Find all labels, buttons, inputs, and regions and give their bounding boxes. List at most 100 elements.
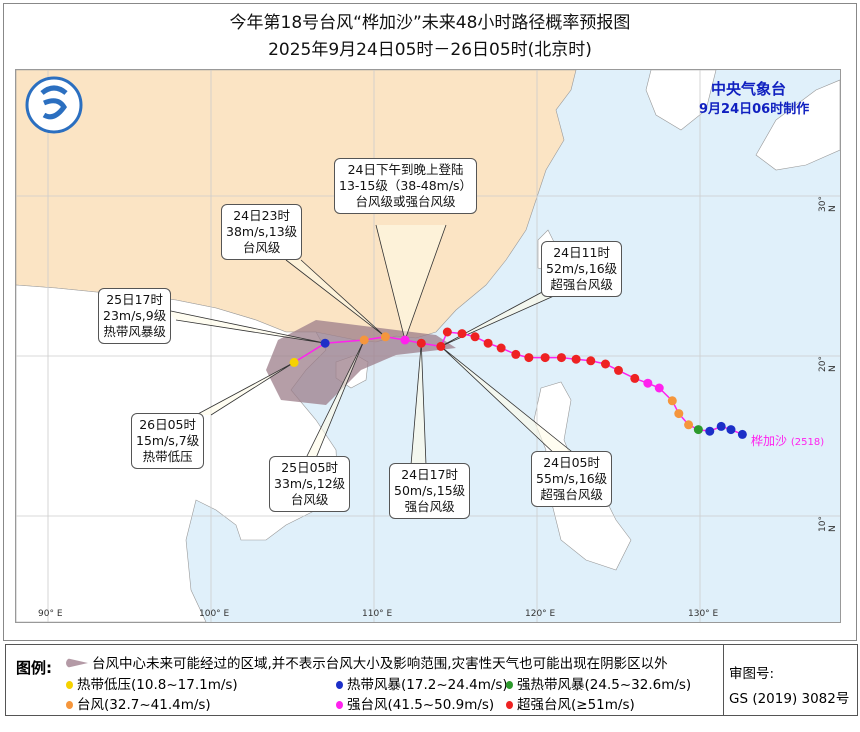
cma-logo-icon — [25, 76, 83, 134]
track-point-sty — [400, 335, 410, 345]
sty-marker-icon — [336, 701, 343, 709]
annotation-wind: 52m/s,16级 — [546, 261, 618, 276]
legend: 图例: 台风中心未来可能经过的区域,并不表示台风大小及影响范围,灾害性天气也可能… — [5, 644, 858, 716]
legend-cone: 台风中心未来可能经过的区域,并不表示台风大小及影响范围,灾害性天气也可能出现在阴… — [66, 652, 668, 672]
legend-item-sty: 强台风(41.5~50.9m/s) — [336, 693, 494, 713]
annotation-time: 24日05时 — [543, 455, 600, 470]
track-point-ts — [320, 338, 330, 348]
legend-item-label: 台风(32.7~41.4m/s) — [77, 697, 211, 713]
lat-tick: 10° N — [818, 516, 838, 532]
track-point-super — [556, 353, 566, 363]
sts-marker-icon — [506, 681, 513, 689]
track-point-super — [470, 332, 480, 342]
track-point-super — [630, 373, 640, 383]
annotation-time: 24日17时 — [401, 467, 458, 482]
annotation-grade: 超强台风级 — [550, 277, 613, 292]
annotation-wind: 50m/s,15级 — [394, 483, 466, 498]
track-point-ts — [726, 425, 736, 435]
annotation-time: 25日17时 — [106, 292, 164, 307]
annotation-landfall: 24日下午到晚上登陆 13-15级（38-48m/s） 台风级或强台风级 — [334, 158, 478, 214]
typhoon-name: 桦加沙 — [751, 434, 788, 448]
review-number: GS (2019) 3082号 — [729, 691, 850, 707]
annotation-24-23: 24日23时 38m/s,13级 台风级 — [221, 204, 303, 260]
annotation-wind: 15m/s,7级 — [136, 433, 200, 448]
legend-item-td: 热带低压(10.8~17.1m/s) — [66, 673, 238, 693]
track-point-ty — [359, 335, 369, 345]
typhoon-name-label: 桦加沙 (2518) — [751, 432, 824, 449]
annotation-grade: 热带低压 — [142, 449, 193, 464]
lon-tick: 90° E — [38, 609, 63, 619]
track-point-ty — [667, 396, 677, 406]
annotation-time: 24日23时 — [233, 208, 290, 223]
annotation-time: 25日05时 — [281, 460, 338, 475]
issued-time: 9月24日06时制作 — [699, 102, 810, 117]
lat-tick: 30° N — [818, 196, 838, 212]
track-point-ts — [705, 426, 715, 436]
legend-item-ts: 热带风暴(17.2~24.4m/s) — [336, 673, 508, 693]
annotation-grade: 热带风暴级 — [103, 324, 166, 339]
annotation-25-17: 25日17时 23m/s,9级 热带风暴级 — [98, 288, 172, 344]
annotation-24-17: 24日17时 50m/s,15级 强台风级 — [389, 463, 471, 519]
review-label: 审图号: — [729, 666, 775, 682]
track-point-super — [483, 338, 493, 348]
annotation-25-05: 25日05时 33m/s,12级 台风级 — [269, 456, 351, 512]
annotation-wind: 33m/s,12级 — [274, 476, 346, 491]
track-point-ty — [684, 420, 694, 430]
map-frame — [3, 3, 857, 641]
legend-cone-text: 台风中心未来可能经过的区域,并不表示台风大小及影响范围,灾害性天气也可能出现在阴… — [92, 656, 668, 672]
track-point-ty — [380, 332, 390, 342]
super-marker-icon — [506, 701, 513, 709]
annotation-time: 24日11时 — [553, 245, 610, 260]
track-point-ts — [737, 429, 747, 439]
ts-marker-icon — [336, 681, 343, 689]
legend-divider — [723, 645, 724, 715]
annotation-grade: 台风级或强台风级 — [355, 194, 456, 209]
annotation-time: 26日05时 — [139, 417, 197, 432]
legend-item-ty: 台风(32.7~41.4m/s) — [66, 693, 211, 713]
annotation-grade: 超强台风级 — [540, 487, 603, 502]
track-points — [289, 327, 747, 439]
annotation-wind: 55m/s,16级 — [536, 471, 608, 486]
track-point-super — [511, 349, 521, 359]
legend-item-label: 强热带风暴(24.5~32.6m/s) — [517, 677, 692, 693]
track-point-ty — [674, 409, 684, 419]
lon-tick: 110° E — [362, 609, 393, 619]
annotation-grade: 台风级 — [242, 240, 281, 255]
annotation-24-05: 24日05时 55m/s,16级 超强台风级 — [531, 451, 613, 507]
map-svg — [16, 70, 840, 622]
track-point-super — [586, 356, 596, 366]
track-point-super — [457, 329, 467, 339]
track-point-super — [540, 353, 550, 363]
track-point-super — [571, 354, 581, 364]
track-point-sts — [693, 425, 703, 435]
lon-tick: 100° E — [199, 609, 230, 619]
track-point-td — [289, 357, 299, 367]
track-point-super — [442, 327, 452, 337]
annotation-wind: 13-15级（38-48m/s） — [339, 178, 473, 193]
annotation-leader-lines — [165, 224, 577, 466]
annotation-26-05: 26日05时 15m/s,7级 热带低压 — [131, 413, 205, 469]
legend-item-label: 超强台风(≥51m/s) — [517, 697, 635, 713]
legend-item-label: 强台风(41.5~50.9m/s) — [347, 697, 495, 713]
legend-title: 图例: — [16, 659, 52, 677]
track-point-super — [524, 353, 534, 363]
map-area[interactable]: 中央气象台 9月24日06时制作 桦加沙 (2518) 24日下午到晚上登陆 13… — [15, 69, 841, 623]
legend-item-label: 热带低压(10.8~17.1m/s) — [77, 677, 238, 693]
annotation-wind: 23m/s,9级 — [103, 308, 167, 323]
track-point-super — [496, 343, 506, 353]
annotation-grade: 台风级 — [290, 492, 329, 507]
typhoon-id: (2518) — [790, 437, 825, 448]
track-point-ts — [716, 421, 726, 431]
annotation-time: 24日下午到晚上登陆 — [347, 162, 464, 177]
lat-tick: 20° N — [818, 356, 838, 372]
track-point-sty — [643, 378, 653, 388]
korea-japan-land — [645, 70, 840, 171]
cone-icon — [66, 658, 88, 668]
agency-name: 中央气象台 — [711, 80, 787, 98]
legend-item-sts: 强热带风暴(24.5~32.6m/s) — [506, 673, 691, 693]
track-point-sty — [654, 383, 664, 393]
annotation-wind: 38m/s,13级 — [226, 224, 298, 239]
annotation-24-11: 24日11时 52m/s,16级 超强台风级 — [541, 241, 623, 297]
lon-tick: 120° E — [525, 609, 556, 619]
